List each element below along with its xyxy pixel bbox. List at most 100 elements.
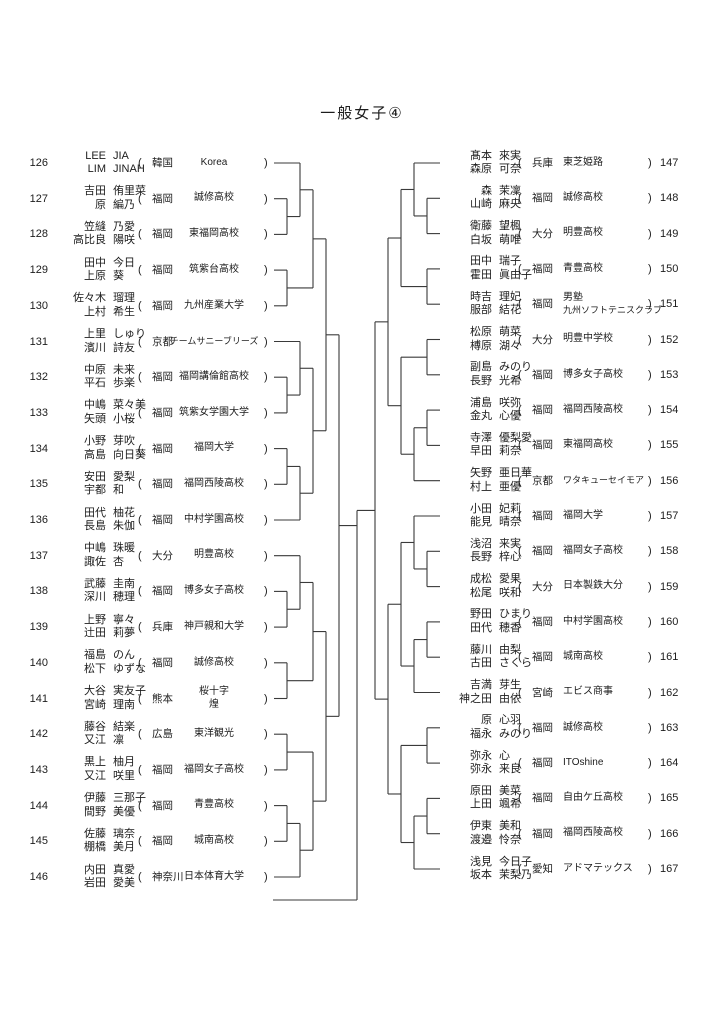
team-name-line1: 自由ケ丘高校 <box>563 792 623 804</box>
prefecture: 福岡 <box>152 192 173 205</box>
player2-surname: 又江 <box>84 769 106 782</box>
player2: 矢頭 小桜 <box>56 413 168 427</box>
player2: 松尾 咲和 <box>446 587 558 601</box>
entry-seed: 150 <box>660 262 679 275</box>
player1-givenname: 瑠理 <box>113 292 135 305</box>
entry-seed: 134 <box>29 442 48 455</box>
prefecture: 福岡 <box>532 298 553 311</box>
player1: 時吉 理妃 <box>446 291 558 305</box>
team-name: 自由ケ丘高校 <box>563 780 647 816</box>
bracket-entry: 156 矢野 亜日華 村上 亜優 ( 京都 ワタキューセイモア ) <box>442 463 712 499</box>
bracket-entry: 134 小野 芽吹 高島 向日葵 ( 福岡 福岡大学 ) <box>18 431 284 467</box>
player1: 原田 美菜 <box>446 785 558 799</box>
player1: 原心羽 <box>446 714 558 728</box>
prefecture: 福岡 <box>152 585 173 598</box>
player1: 藤川 由梨 <box>446 644 558 658</box>
bracket-entry: 161 藤川 由梨 古田 さくら ( 福岡 城南高校 ) <box>442 639 712 675</box>
bracket-entry: 154 浦島 咲弥 金丸 心優 ( 福岡 福岡西陵高校 ) <box>442 392 712 428</box>
player2: 深川 穂理 <box>56 591 168 605</box>
entry-players: 上里 しゅり 濱川 詩友 <box>56 324 168 360</box>
open-paren: ( <box>518 192 522 205</box>
open-paren: ( <box>138 585 142 598</box>
team-name-line1: 神戸親和大学 <box>184 620 244 632</box>
player2: 辻田 莉夢 <box>56 627 168 641</box>
player2: 服部 結花 <box>446 304 558 318</box>
player2-givenname: 小桜 <box>113 412 135 425</box>
bracket-entry: 141 大谷 実友子 宮崎 理南 ( 熊本 桜十字 煌 ) <box>18 681 284 717</box>
entry-seed: 141 <box>29 692 48 705</box>
player2-givenname: みのり <box>499 727 532 740</box>
player2-surname: 間野 <box>84 805 106 818</box>
player1-givenname: 芽吹 <box>113 435 135 448</box>
player1-givenname: 今日子 <box>499 855 532 868</box>
player1: 大谷 実友子 <box>56 685 168 699</box>
close-paren: ) <box>264 692 268 705</box>
player2: 坂本 茉梨乃 <box>446 869 558 883</box>
player2-surname: 山崎 <box>470 198 492 211</box>
prefecture: 福岡 <box>532 545 553 558</box>
player2-surname: 長野 <box>470 374 492 387</box>
close-paren: ) <box>264 514 268 526</box>
prefecture: 福岡 <box>532 651 553 664</box>
entry-players: 吉田 侑里菜 原編乃 <box>56 181 168 217</box>
entry-seed: 129 <box>29 264 48 277</box>
player2: 森原 可奈 <box>446 163 558 177</box>
player1-givenname: 柚月 <box>113 756 135 769</box>
player1-givenname: 咲弥 <box>499 396 521 409</box>
player1-givenname: 妃莉 <box>499 502 521 515</box>
team-name-line1: 誠修高校 <box>194 192 234 204</box>
close-paren: ) <box>264 157 268 169</box>
bracket-entry: 153 副島 みのり 長野 光希 ( 福岡 博多女子高校 ) <box>442 357 712 393</box>
player1-surname: 原田 <box>470 784 492 797</box>
team-name: 城南高校 <box>563 639 647 675</box>
bracket-entry: 157 小田 妃莉 能見 晴奈 ( 福岡 福岡大学 ) <box>442 498 712 534</box>
player2: 上田 颯希 <box>446 798 558 812</box>
player2: 福永 みのり <box>446 728 558 742</box>
team-name-line1: 青豊高校 <box>563 262 603 274</box>
team-name: 福岡大学 <box>563 498 647 534</box>
prefecture: 兵庫 <box>532 157 553 169</box>
player2-givenname: さくら <box>499 657 532 670</box>
prefecture: 大分 <box>152 549 173 562</box>
team-name-line1: 誠修高校 <box>563 192 603 204</box>
team-name: 東福岡高校 <box>170 216 258 252</box>
team-name: ITOshine <box>563 745 647 781</box>
entry-players: 矢野 亜日華 村上 亜優 <box>446 463 558 499</box>
open-paren: ( <box>138 549 142 562</box>
prefecture: 福岡 <box>152 514 173 526</box>
team-name-line1: 福岡女子高校 <box>184 763 244 775</box>
team-name-line1: Korea <box>200 156 228 168</box>
player2-givenname: 湖々 <box>499 339 521 352</box>
open-paren: ( <box>138 228 142 241</box>
entry-players: 副島 みのり 長野 光希 <box>446 357 558 393</box>
entry-seed: 155 <box>660 439 679 452</box>
entry-seed: 145 <box>29 835 48 848</box>
entry-players: 福島 のん 松下 ゆずな <box>56 645 168 681</box>
entry-seed: 166 <box>660 827 679 840</box>
bracket-entry: 136 田代 柚花 長島 朱伽 ( 福岡 中村学園高校 ) <box>18 502 284 538</box>
bracket-entry: 158 浅沼 来実 長野 梓心 ( 福岡 福岡女子高校 ) <box>442 533 712 569</box>
team-name: 誠修高校 <box>563 180 647 216</box>
team-name-line1: 福岡西陵高校 <box>563 403 623 415</box>
prefecture: 京都 <box>152 335 173 348</box>
prefecture: 大分 <box>532 227 553 240</box>
player2-givenname: 麻央 <box>499 198 521 211</box>
entry-players: 浅見 今日子 坂本 茉梨乃 <box>446 851 558 887</box>
entry-seed: 162 <box>660 686 679 699</box>
open-paren: ( <box>518 863 522 875</box>
prefecture: 福岡 <box>532 827 553 840</box>
player2-surname: 霍田 <box>470 268 492 281</box>
player2: 松下 ゆずな <box>56 663 168 677</box>
player1: 中嶋 珠暖 <box>56 542 168 556</box>
team-name-line1: 明豊中学校 <box>563 333 613 345</box>
prefecture: 福岡 <box>532 404 553 417</box>
open-paren: ( <box>138 478 142 491</box>
player1: 福島 のん <box>56 649 168 663</box>
team-name: Korea <box>170 145 258 181</box>
close-paren: ) <box>264 549 268 562</box>
player1: 矢野 亜日華 <box>446 467 558 481</box>
player2-surname: 岩田 <box>84 877 106 889</box>
prefecture: 韓国 <box>152 157 173 169</box>
entry-seed: 159 <box>660 580 679 593</box>
bracket-entry: 159 成松 愛果 松尾 咲和 ( 大分 日本製鉄大分 ) <box>442 569 712 605</box>
